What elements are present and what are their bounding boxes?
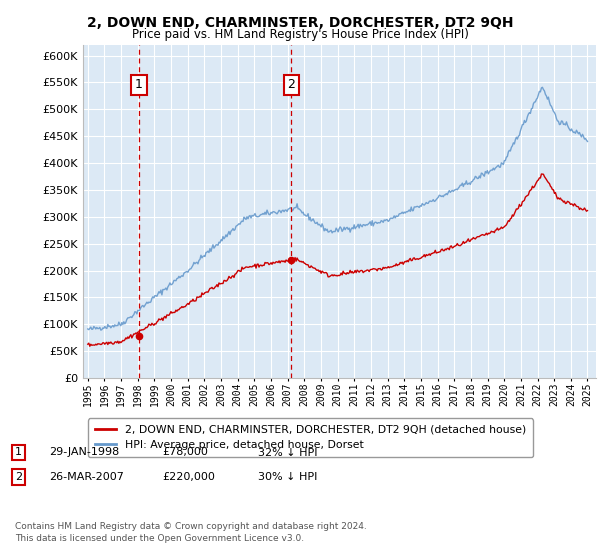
Text: 1: 1 [15,447,22,458]
Text: 2: 2 [15,472,22,482]
Text: 32% ↓ HPI: 32% ↓ HPI [258,447,317,458]
Text: £220,000: £220,000 [162,472,215,482]
Text: 2, DOWN END, CHARMINSTER, DORCHESTER, DT2 9QH: 2, DOWN END, CHARMINSTER, DORCHESTER, DT… [87,16,513,30]
Text: 29-JAN-1998: 29-JAN-1998 [49,447,119,458]
Text: Price paid vs. HM Land Registry's House Price Index (HPI): Price paid vs. HM Land Registry's House … [131,28,469,41]
Text: £78,000: £78,000 [162,447,208,458]
Legend: 2, DOWN END, CHARMINSTER, DORCHESTER, DT2 9QH (detached house), HPI: Average pri: 2, DOWN END, CHARMINSTER, DORCHESTER, DT… [88,418,533,457]
Text: Contains HM Land Registry data © Crown copyright and database right 2024.
This d: Contains HM Land Registry data © Crown c… [15,522,367,543]
Text: 30% ↓ HPI: 30% ↓ HPI [258,472,317,482]
Text: 2: 2 [287,78,295,91]
Text: 1: 1 [135,78,143,91]
Text: 26-MAR-2007: 26-MAR-2007 [49,472,124,482]
